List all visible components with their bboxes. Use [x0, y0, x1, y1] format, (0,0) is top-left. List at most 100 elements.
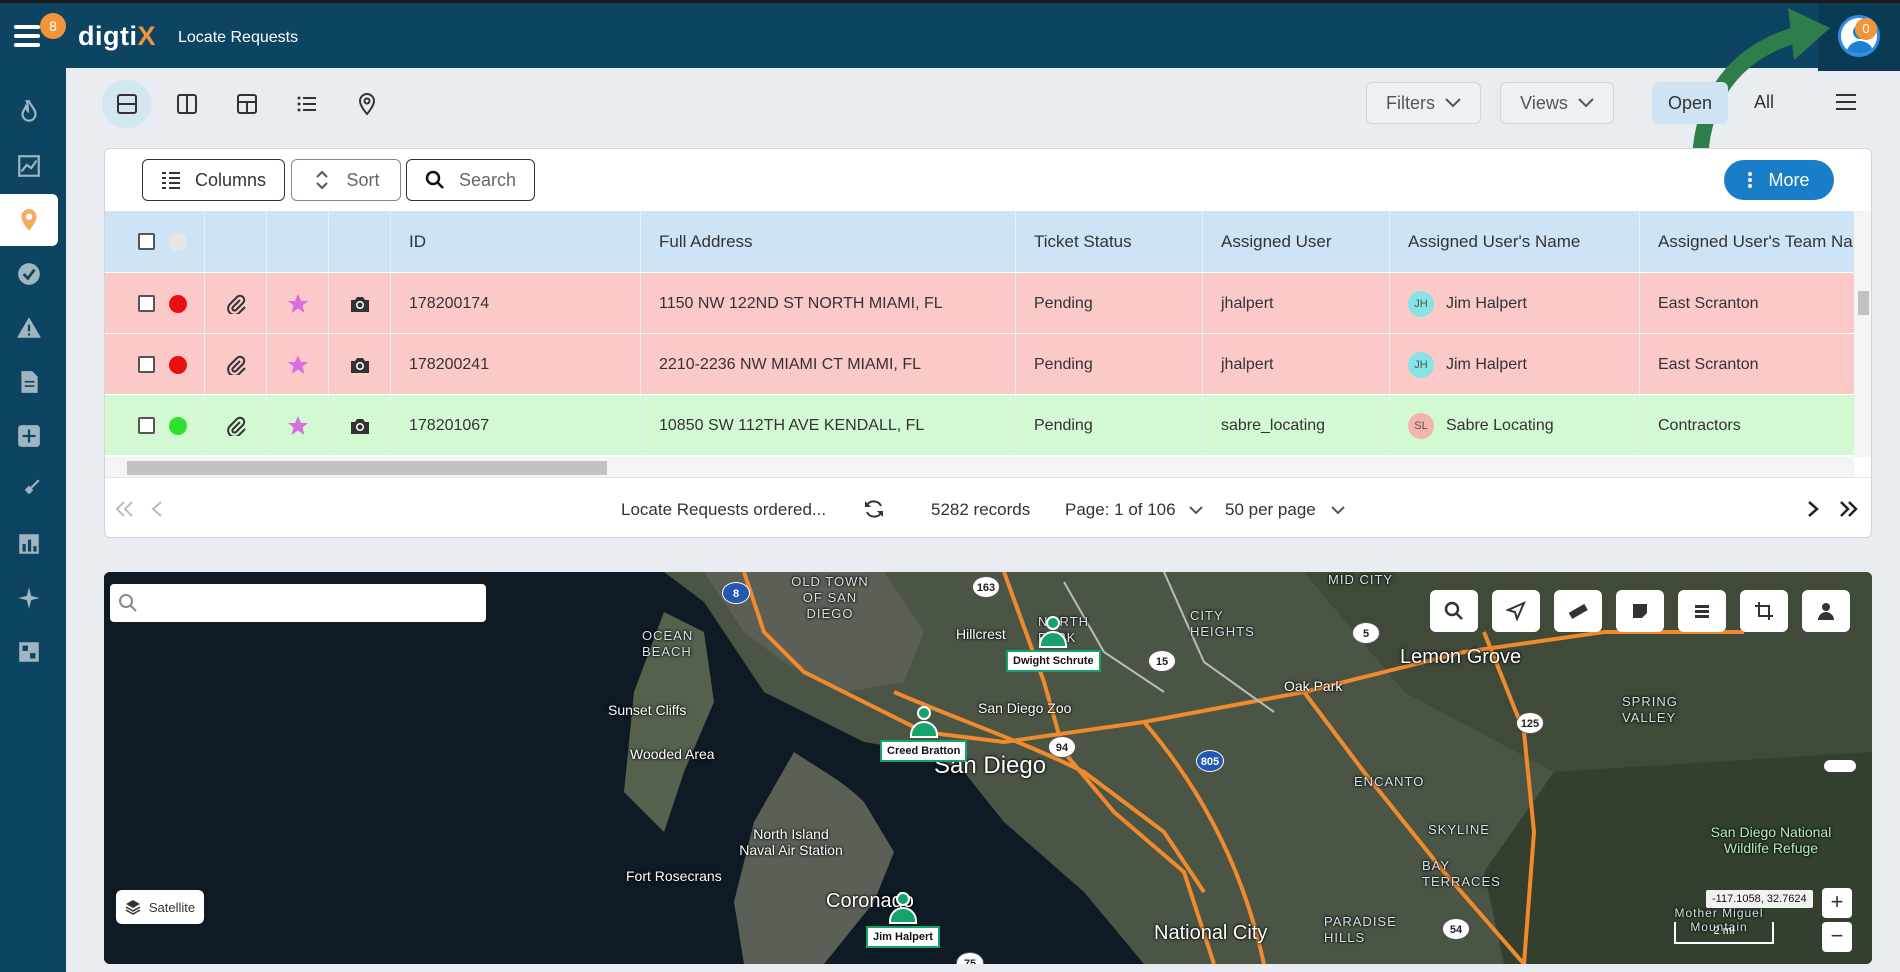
map-panel[interactable]: San Diego National City Lemon Grove Hill… — [104, 572, 1872, 964]
place-label: San Diego Zoo — [978, 700, 1072, 716]
previous-page-icon[interactable] — [151, 500, 163, 518]
map-note-tool[interactable] — [1616, 590, 1664, 632]
table-row[interactable]: 178200174 1150 NW 122ND ST NORTH MIAMI, F… — [105, 272, 1854, 334]
column-header-team-name[interactable]: Assigned User's Team Na — [1658, 231, 1853, 251]
satellite-toggle-button[interactable]: Satellite — [116, 890, 204, 924]
map-view-button[interactable] — [342, 80, 392, 128]
star-icon[interactable] — [287, 293, 309, 315]
map-measure-tool[interactable] — [1554, 590, 1602, 632]
map-pin-person[interactable]: Jim Halpert — [866, 892, 940, 948]
sidebar-item-alerts[interactable] — [0, 302, 58, 354]
place-label: San Diego National Wildlife Refuge — [1710, 824, 1832, 856]
place-label: BAY TERRACES — [1422, 858, 1501, 889]
paperclip-icon[interactable] — [226, 294, 246, 314]
per-page-select[interactable]: 50 per page — [1225, 500, 1316, 519]
map-search-input[interactable] — [110, 584, 486, 622]
sidebar-item-reports[interactable] — [0, 518, 58, 570]
map-layers-tool[interactable] — [1678, 590, 1726, 632]
search-icon — [1444, 601, 1463, 620]
column-header-assigned-users-name[interactable]: Assigned User's Name — [1390, 211, 1640, 272]
page-chevron-down-icon[interactable] — [1189, 506, 1203, 515]
views-dropdown[interactable]: Views — [1500, 82, 1614, 124]
column-header-assigned-user[interactable]: Assigned User — [1203, 211, 1390, 272]
place-label: Lemon Grove — [1400, 646, 1522, 668]
split-horizontal-view-button[interactable] — [102, 80, 152, 128]
star-icon[interactable] — [287, 354, 309, 376]
open-toggle[interactable]: Open — [1652, 82, 1728, 124]
map-pin-person[interactable]: Creed Bratton — [880, 706, 968, 762]
map-collapse-handle[interactable] — [1824, 760, 1856, 772]
coordinate-readout: -117.1058, 32.7624 — [1706, 890, 1813, 908]
vertical-scrollbar[interactable] — [1854, 211, 1871, 457]
sidebar-item-fire[interactable] — [0, 86, 58, 138]
select-all-checkbox[interactable] — [138, 233, 155, 250]
cell-team-name: Contractors — [1658, 416, 1741, 434]
zoom-in-button[interactable]: + — [1822, 888, 1852, 918]
cell-assigned-user: jhalpert — [1203, 273, 1390, 334]
split-vertical-icon — [177, 94, 197, 114]
last-page-icon[interactable] — [1839, 500, 1859, 518]
row-checkbox[interactable] — [138, 295, 155, 312]
map-select-tool[interactable] — [1740, 590, 1788, 632]
row-checkbox[interactable] — [138, 356, 155, 373]
sidebar-item-analytics[interactable] — [0, 140, 58, 192]
pagination-bar: Locate Requests ordered... 5282 records … — [105, 477, 1871, 537]
hamburger-menu-icon[interactable] — [14, 25, 40, 47]
place-label: SKYLINE — [1428, 822, 1490, 837]
plus-square-icon — [18, 425, 40, 447]
filters-label: Filters — [1386, 92, 1435, 113]
highway-badge: 125 — [1516, 712, 1544, 734]
paperclip-icon[interactable] — [226, 355, 246, 375]
map-pin-person[interactable]: Dwight Schrute — [1006, 616, 1101, 672]
map-search-tool[interactable] — [1430, 590, 1478, 632]
sort-button[interactable]: Sort — [291, 159, 401, 201]
chevron-down-icon — [1445, 98, 1461, 108]
crop-icon — [1755, 602, 1773, 620]
sidebar-item-ai[interactable] — [0, 572, 58, 624]
brand-logo[interactable]: digtiX — [78, 21, 156, 51]
sidebar-item-excavation[interactable] — [0, 464, 58, 516]
more-button[interactable]: More — [1724, 160, 1834, 200]
column-header-id[interactable]: ID — [391, 211, 641, 272]
status-dot-header — [169, 232, 187, 251]
cell-assigned-user: jhalpert — [1203, 334, 1390, 395]
map-user-tool[interactable] — [1802, 590, 1850, 632]
camera-icon[interactable] — [349, 294, 371, 314]
split-vertical-view-button[interactable] — [162, 80, 212, 128]
paperclip-icon[interactable] — [226, 416, 246, 436]
horizontal-scrollbar[interactable] — [105, 457, 1854, 477]
notification-badge[interactable]: 8 — [40, 13, 66, 39]
table-row[interactable]: 178201067 10850 SW 112TH AVE KENDALL, FL P… — [105, 394, 1854, 456]
refresh-icon[interactable] — [863, 498, 885, 520]
table-row[interactable]: 178200241 2210-2236 NW MIAMI CT MIAMI, FL… — [105, 333, 1854, 395]
place-label: Coronado — [826, 890, 914, 912]
sidebar-item-documents[interactable] — [0, 356, 58, 408]
star-icon[interactable] — [287, 415, 309, 437]
next-page-icon[interactable] — [1807, 500, 1819, 518]
filters-dropdown[interactable]: Filters — [1366, 82, 1481, 124]
camera-icon[interactable] — [349, 416, 371, 436]
first-page-icon[interactable] — [115, 500, 135, 518]
map-locate-tool[interactable] — [1492, 590, 1540, 632]
column-header-ticket-status[interactable]: Ticket Status — [1016, 211, 1203, 272]
grid-layout-view-button[interactable] — [222, 80, 272, 128]
sidebar-item-locate[interactable] — [0, 194, 58, 246]
all-toggle[interactable]: All — [1754, 92, 1775, 112]
columns-button[interactable]: Columns — [142, 159, 285, 201]
search-button[interactable]: Search — [406, 159, 535, 201]
camera-icon[interactable] — [349, 355, 371, 375]
sidebar-item-done[interactable] — [0, 248, 58, 300]
list-view-button[interactable] — [282, 80, 332, 128]
column-header-address[interactable]: Full Address — [641, 211, 1016, 272]
per-page-chevron-down-icon[interactable] — [1331, 506, 1345, 515]
place-label: ENCANTO — [1354, 774, 1425, 789]
sidebar-item-add[interactable] — [0, 410, 58, 462]
highway-badge: 805 — [1196, 750, 1224, 772]
stack-icon — [1695, 605, 1709, 618]
status-dot — [169, 416, 187, 435]
options-menu-icon[interactable] — [1836, 94, 1856, 112]
cell-ticket-status: Pending — [1016, 334, 1203, 395]
zoom-out-button[interactable]: − — [1822, 922, 1852, 952]
row-checkbox[interactable] — [138, 417, 155, 434]
sidebar-item-layouts[interactable] — [0, 626, 58, 678]
